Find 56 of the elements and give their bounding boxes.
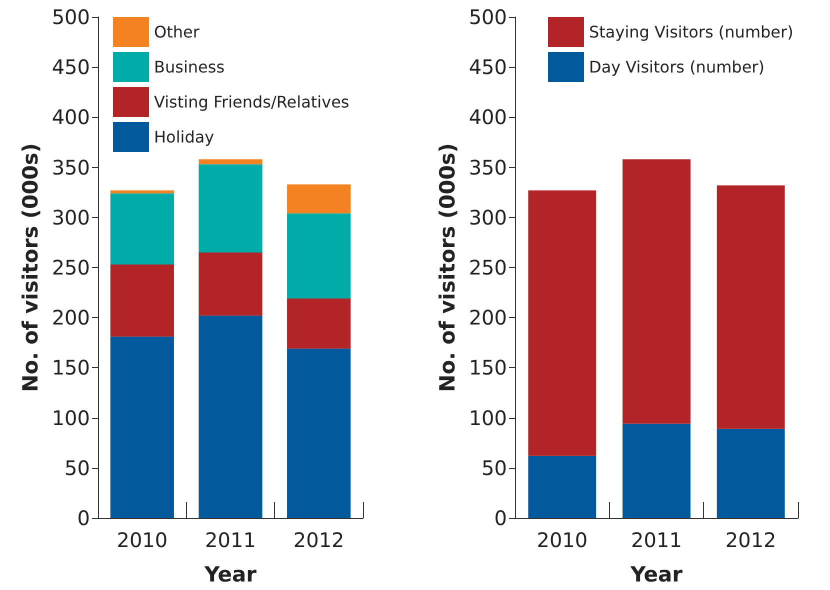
bar — [110, 190, 174, 194]
y-tick-label: 450 — [52, 55, 90, 80]
y-tick-label: 0 — [77, 506, 90, 530]
legend-label: Other — [154, 22, 200, 42]
x-tick-label: 2012 — [293, 528, 344, 552]
y-tick-label: 350 — [468, 155, 507, 180]
x-axis-title: Year — [629, 562, 684, 586]
y-tick-label: 150 — [52, 356, 90, 380]
bar — [198, 159, 262, 164]
y-axis-title: No. of visitors (000s) — [18, 143, 42, 392]
bar — [110, 264, 174, 337]
legend-label: Business — [154, 58, 225, 76]
legend-label: Visting Friends/Relatives — [154, 92, 350, 112]
bar — [287, 348, 351, 518]
y-tick-label: 250 — [468, 256, 507, 280]
legend-label: Day Visitors (number) — [589, 58, 764, 76]
bar — [622, 159, 690, 424]
x-tick-label: 2011 — [205, 528, 256, 552]
y-tick-label: 450 — [468, 55, 507, 80]
y-tick-label: 50 — [482, 456, 507, 480]
x-tick-label: 2012 — [725, 528, 776, 552]
y-tick-label: 150 — [468, 356, 507, 380]
legend-label: Holiday — [154, 128, 214, 146]
y-tick-label: 400 — [52, 105, 90, 130]
bar — [198, 316, 262, 518]
x-tick-label: 2011 — [631, 528, 682, 552]
y-tick-label: 200 — [468, 306, 507, 330]
bar — [110, 193, 174, 264]
y-tick-label: 500 — [468, 5, 507, 29]
y-tick-label: 500 — [52, 5, 90, 29]
y-tick-label: 100 — [468, 406, 507, 430]
y-tick-label: 100 — [52, 406, 90, 430]
bar — [198, 252, 262, 316]
y-tick-label: 50 — [64, 456, 90, 480]
bar — [716, 185, 785, 429]
y-tick-label: 300 — [468, 205, 507, 230]
x-axis-title: Year — [203, 562, 258, 586]
y-tick-label: 350 — [52, 155, 90, 180]
bar — [528, 456, 596, 518]
bar — [287, 184, 351, 214]
y-axis-title: No. of visitors (000s) — [435, 143, 460, 392]
y-tick-label: 0 — [494, 506, 507, 530]
bar — [198, 164, 262, 252]
bar — [287, 298, 351, 349]
y-tick-label: 300 — [52, 205, 90, 230]
bar — [528, 190, 596, 456]
x-tick-label: 2010 — [536, 528, 588, 552]
x-tick-label: 2010 — [116, 528, 168, 552]
bar — [110, 336, 174, 518]
y-tick-label: 200 — [52, 306, 90, 330]
y-tick-label: 400 — [468, 105, 507, 130]
bar — [287, 213, 351, 299]
bar — [622, 424, 690, 518]
legend-label: Staying Visitors (number) — [589, 22, 794, 42]
bar — [716, 428, 785, 518]
y-tick-label: 250 — [52, 256, 90, 280]
